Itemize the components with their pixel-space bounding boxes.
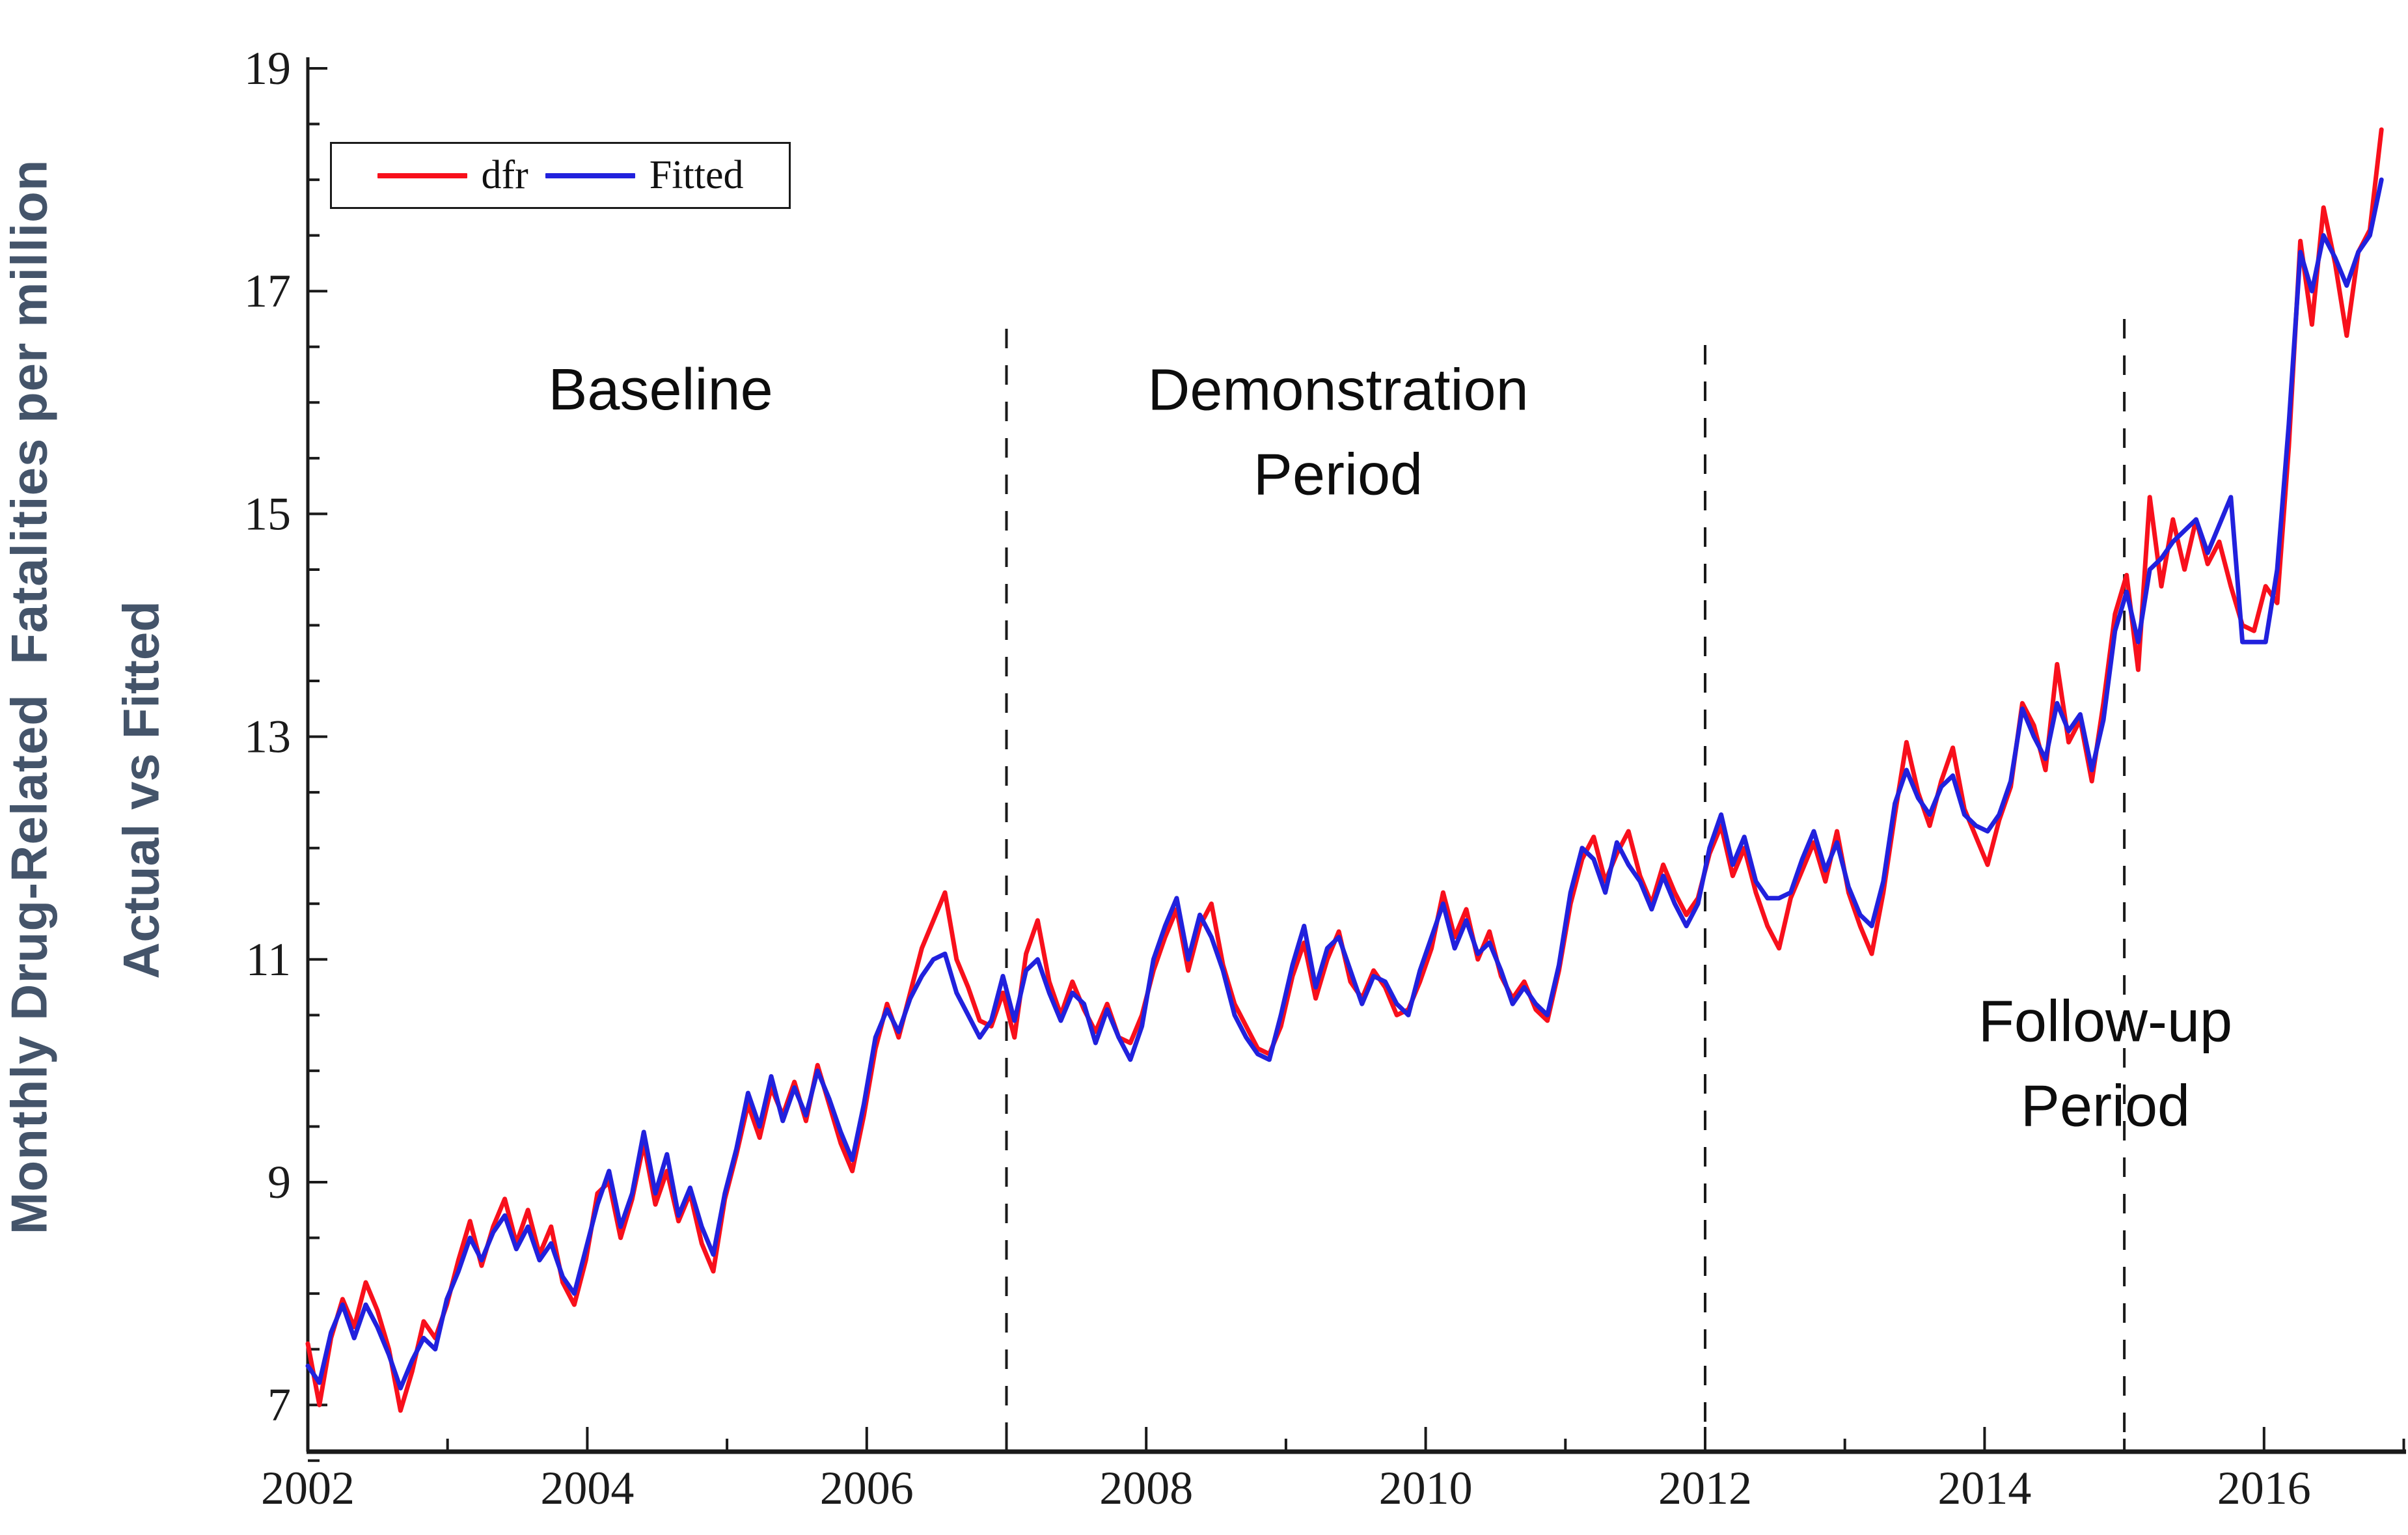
x-tick-label: 2010 [1379,1462,1473,1514]
x-tick-label: 2004 [540,1462,634,1514]
y-axis-title-outer: Monthly Drug-Related Fatalities per mill… [0,159,58,1235]
x-tick-label: 2006 [820,1462,914,1514]
legend-label-dfr: dfr [481,153,528,197]
y-tick-label: 11 [246,933,291,986]
y-tick-label: 9 [267,1156,291,1208]
y-tick-label: 7 [267,1379,291,1431]
fitted-line-swatch [545,173,635,178]
annotation-demo-line1: Demonstration [1147,357,1529,423]
series-Fitted [305,177,2384,1390]
annotation-demo-line2: Period [1253,442,1423,507]
annotation-demonstration-period: Demonstration Period [1147,348,1528,517]
annotation-baseline: Baseline [548,348,773,433]
chart-legend: dfr Fitted [330,142,791,209]
y-tick-label: 13 [244,711,291,763]
x-tick-label: 2008 [1099,1462,1193,1514]
legend-label-fitted: Fitted [649,153,744,197]
annotation-followup-period: Follow-up Period [1978,980,2232,1148]
annotation-followup-line1: Follow-up [1978,989,2233,1055]
x-tick-label: 2014 [1937,1462,2031,1514]
y-tick-label: 15 [244,488,291,540]
legend-item-dfr: dfr [377,152,528,199]
annotation-followup-line2: Period [2020,1073,2191,1139]
x-tick-label: 2016 [2217,1462,2311,1514]
legend-item-fitted: Fitted [545,152,744,199]
dfr-line-swatch [377,173,467,178]
x-tick-label: 2012 [1658,1462,1752,1514]
y-tick-label: 19 [244,42,291,94]
y-tick-label: 17 [244,265,291,317]
y-axis-title-inner: Actual vs Fitted [112,601,170,979]
annotation-baseline-line1: Baseline [548,357,773,423]
x-tick-label: 2002 [261,1462,355,1514]
